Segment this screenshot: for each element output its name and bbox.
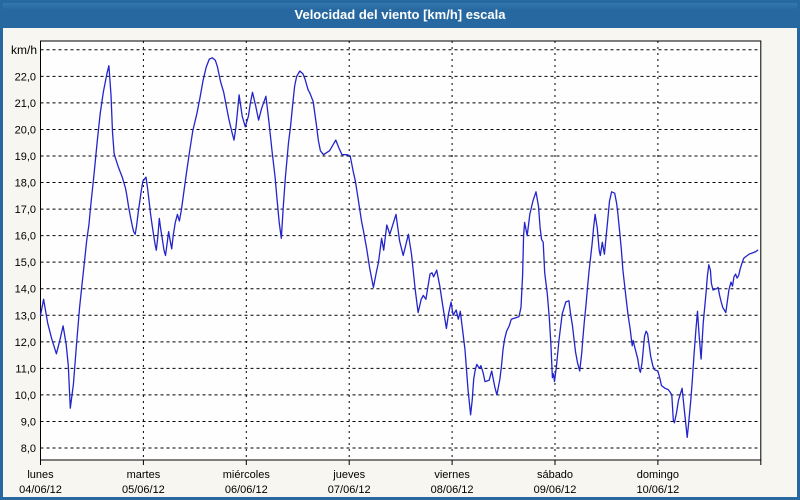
y-tick-label: 9,0 [21, 416, 36, 428]
chart-title: Velocidad del viento [km/h] escala [295, 7, 507, 22]
wind-series-line [39, 57, 759, 439]
x-day-label: sábado [537, 469, 573, 481]
y-tick-label: 18,0 [15, 178, 36, 190]
y-tick-label: 13,0 [15, 310, 36, 322]
y-tick-label: 8,0 [21, 443, 36, 455]
x-date-label: 04/06/12 [19, 484, 62, 496]
x-date-label: 08/06/12 [431, 484, 474, 496]
y-tick-label: 15,0 [15, 257, 36, 269]
y-tick-label: 11,0 [15, 363, 36, 375]
y-tick-label: 12,0 [15, 337, 36, 349]
y-tick-label: 21,0 [15, 98, 36, 110]
x-day-label: miércoles [223, 469, 271, 481]
y-tick-label: 20,0 [15, 124, 36, 136]
y-tick-label: 19,0 [15, 151, 36, 163]
x-date-label: 07/06/12 [328, 484, 371, 496]
y-tick-label: 22,0 [15, 71, 36, 83]
x-date-label: 06/06/12 [225, 484, 268, 496]
y-tick-label: 14,0 [15, 284, 36, 296]
y-tick-label: 17,0 [15, 204, 36, 216]
x-day-label: martes [127, 469, 161, 481]
x-date-label: 09/06/12 [534, 484, 577, 496]
x-day-label: jueves [332, 469, 365, 481]
y-tick-label: 16,0 [15, 231, 36, 243]
x-date-label: 10/06/12 [636, 484, 679, 496]
y-axis-unit-label: km/h [11, 43, 37, 57]
x-day-label: lunes [27, 469, 54, 481]
title-bar [0, 0, 800, 28]
y-tick-label: 10,0 [15, 390, 36, 402]
plot-area [40, 40, 762, 461]
x-day-label: domingo [637, 469, 679, 481]
x-date-label: 05/06/12 [122, 484, 165, 496]
x-day-label: viernes [434, 469, 470, 481]
